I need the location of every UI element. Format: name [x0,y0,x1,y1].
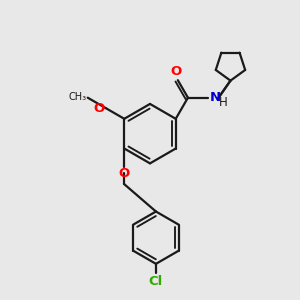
Text: O: O [93,102,104,115]
Text: O: O [171,65,182,78]
Text: O: O [118,167,130,180]
Text: Cl: Cl [149,275,163,288]
Text: H: H [219,96,228,109]
Text: CH₃: CH₃ [68,92,86,102]
Text: N: N [209,91,220,103]
